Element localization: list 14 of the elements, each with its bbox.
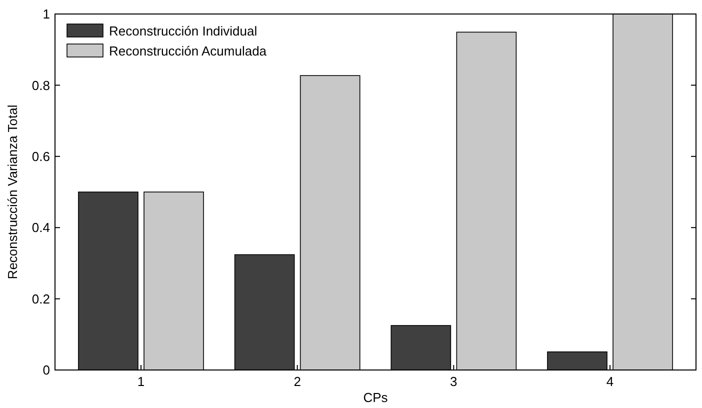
- x-tick-label: 2: [294, 374, 301, 389]
- y-tick-label: 0.6: [32, 148, 50, 164]
- legend-label: Reconstrucción Individual: [109, 24, 258, 39]
- legend-label: Reconstrucción Acumulada: [109, 44, 268, 59]
- y-axis-title: Reconstrucción Varianza Total: [5, 104, 20, 280]
- x-tick-label: 1: [137, 374, 145, 389]
- x-tick-label: 3: [450, 374, 458, 389]
- y-tick-label: 0.4: [32, 220, 50, 236]
- y-tick-label: 1: [42, 6, 50, 22]
- x-tick-label: 4: [606, 374, 614, 389]
- y-tick-label: 0.2: [32, 291, 50, 306]
- x-axis-title: CPs: [363, 390, 388, 405]
- y-tick-label: 0: [42, 362, 50, 378]
- y-tick-label: 0.8: [32, 78, 50, 93]
